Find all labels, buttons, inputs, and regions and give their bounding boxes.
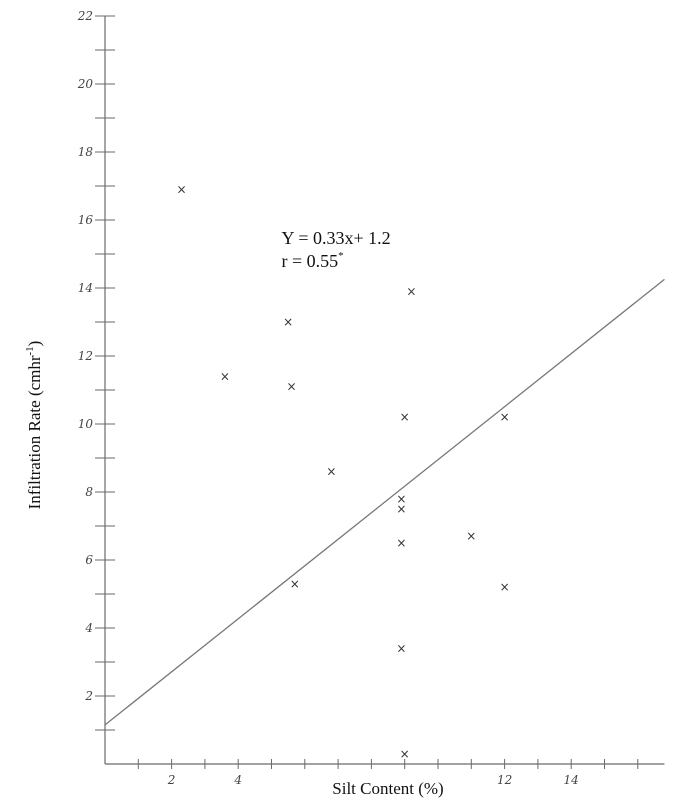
y-tick-label: 20 bbox=[77, 77, 94, 91]
data-points: ×××××××××××××××× bbox=[177, 182, 510, 760]
x-tick-label: 4 bbox=[233, 773, 242, 787]
y-tick-label: 14 bbox=[78, 281, 93, 295]
data-point: × bbox=[400, 747, 410, 761]
y-tick-label: 6 bbox=[85, 553, 93, 567]
data-point: × bbox=[396, 641, 406, 655]
annotation-correlation-main: r = 0.55 bbox=[281, 251, 338, 271]
y-axis-title: Infiltration Rate (cmhr-1) bbox=[24, 341, 44, 510]
y-tick-label: 22 bbox=[77, 9, 93, 23]
regression-line bbox=[104, 278, 665, 726]
data-point: × bbox=[500, 410, 510, 424]
x-axis-title: Silt Content (%) bbox=[332, 779, 443, 798]
y-axis-title-end: ) bbox=[25, 341, 44, 347]
data-point: × bbox=[283, 315, 293, 329]
x-tick-label: 2 bbox=[167, 773, 176, 787]
ticks: 2 4 12 14 2 4 6 8 10 12 14 16 18 20 22 bbox=[77, 9, 639, 787]
data-point: × bbox=[396, 502, 406, 516]
data-point: × bbox=[500, 580, 510, 594]
x-tick-label: 14 bbox=[564, 773, 579, 787]
y-tick-label: 4 bbox=[84, 621, 93, 635]
annotation-equation: Y = 0.33x+ 1.2 bbox=[281, 228, 390, 248]
data-point: × bbox=[466, 529, 476, 543]
data-point: × bbox=[406, 284, 416, 298]
data-point: × bbox=[177, 182, 187, 196]
y-tick-label: 8 bbox=[85, 485, 93, 499]
data-point: × bbox=[396, 536, 406, 550]
axes bbox=[104, 16, 665, 765]
annotation-correlation-sup: * bbox=[338, 250, 344, 262]
y-tick-label: 16 bbox=[78, 213, 94, 227]
x-tick-label: 12 bbox=[497, 773, 512, 787]
data-point: × bbox=[326, 465, 336, 479]
y-tick-label: 2 bbox=[84, 689, 93, 703]
data-point: × bbox=[220, 369, 230, 383]
data-point: × bbox=[286, 380, 296, 394]
annotation-correlation: r = 0.55* bbox=[281, 250, 343, 271]
y-tick-label: 18 bbox=[78, 145, 94, 159]
y-axis-title-sup: -1 bbox=[24, 346, 36, 355]
data-point: × bbox=[400, 410, 410, 424]
fit-line-group bbox=[104, 278, 665, 726]
data-point: × bbox=[396, 492, 406, 506]
y-axis-title-main: Infiltration Rate (cmhr bbox=[25, 355, 44, 509]
data-point: × bbox=[290, 577, 300, 591]
y-tick-label: 12 bbox=[78, 349, 93, 363]
y-tick-label: 10 bbox=[78, 417, 94, 431]
